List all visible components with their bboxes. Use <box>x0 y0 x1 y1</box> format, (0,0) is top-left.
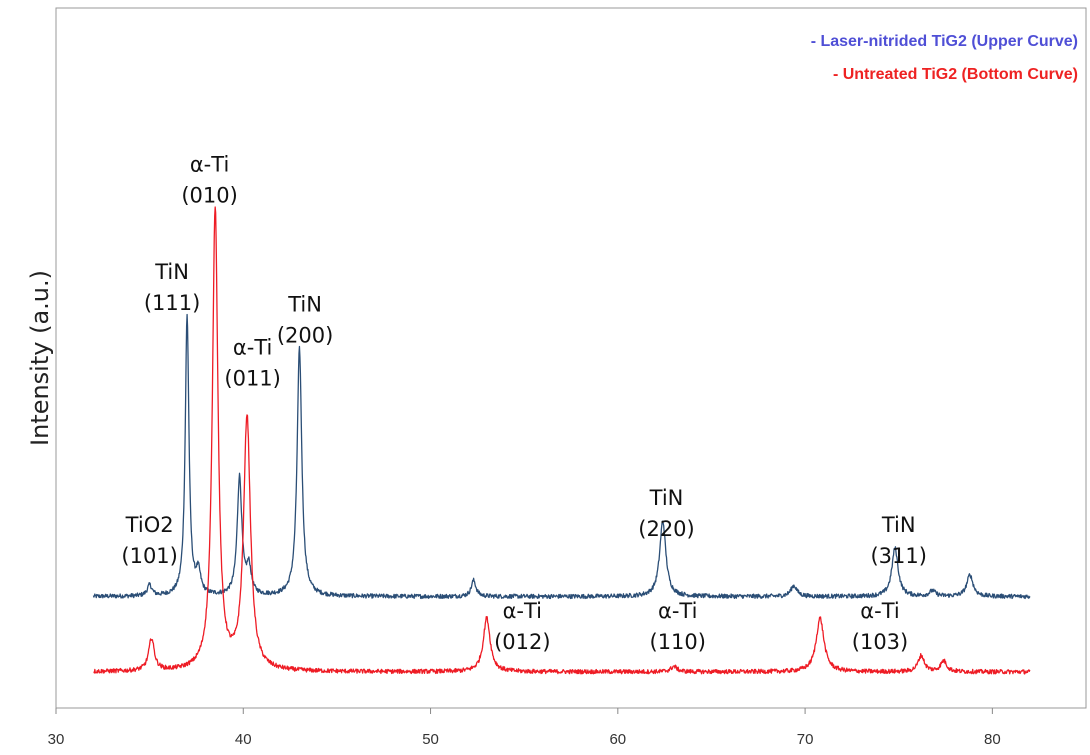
peak-label-phase: α-Ti <box>190 153 229 177</box>
peak-label-phase: TiN <box>881 513 916 537</box>
peak-label-phase: TiN <box>287 292 322 316</box>
series-group <box>92 206 1031 675</box>
y-axis-label: Intensity (a.u.) <box>26 270 54 446</box>
x-tick-label: 60 <box>609 731 626 748</box>
legend: - Laser-nitrided TiG2 (Upper Curve) - Un… <box>811 33 1078 83</box>
peak-label-index: (220) <box>638 517 694 541</box>
peak-label-index: (103) <box>852 630 908 654</box>
peak-label-phase: TiO2 <box>125 513 174 537</box>
peak-label-phase: α-Ti <box>503 599 542 623</box>
x-tick-label: 40 <box>235 731 252 748</box>
peak-label-phase: TiN <box>154 260 189 284</box>
series-untreated-line <box>93 206 1031 675</box>
peak-label-phase: α-Ti <box>233 335 272 359</box>
x-tick-label: 80 <box>984 731 1001 748</box>
peak-label-index: (101) <box>121 544 177 568</box>
peak-label-phase: α-Ti <box>658 599 697 623</box>
plot-area-frame <box>55 7 1087 709</box>
legend-entry-untreated: - Untreated TiG2 (Bottom Curve) <box>833 66 1078 83</box>
legend-entry-laser-nitrided: - Laser-nitrided TiG2 (Upper Curve) <box>811 33 1078 50</box>
peak-annotations: TiO2(101)TiN(111)α-Ti(010)TiN(200)α-Ti(0… <box>121 153 927 655</box>
peak-label-index: (111) <box>144 291 200 315</box>
peak-label-index: (011) <box>224 366 280 390</box>
peak-label-index: (012) <box>494 630 550 654</box>
peak-label-index: (110) <box>650 630 706 654</box>
peak-label-index: (010) <box>181 184 237 208</box>
x-tick-label: 70 <box>797 731 814 748</box>
peak-label-phase: α-Ti <box>860 599 899 623</box>
x-tick-label: 30 <box>48 731 65 748</box>
peak-label-index: (200) <box>277 323 333 347</box>
peak-label-phase: TiN <box>649 486 684 510</box>
x-axis: 30 40 50 60 70 80 <box>48 708 1001 748</box>
x-tick-label: 50 <box>422 731 439 748</box>
peak-label-index: (311) <box>870 544 926 568</box>
series-laser-nitrided-line <box>92 313 1031 600</box>
